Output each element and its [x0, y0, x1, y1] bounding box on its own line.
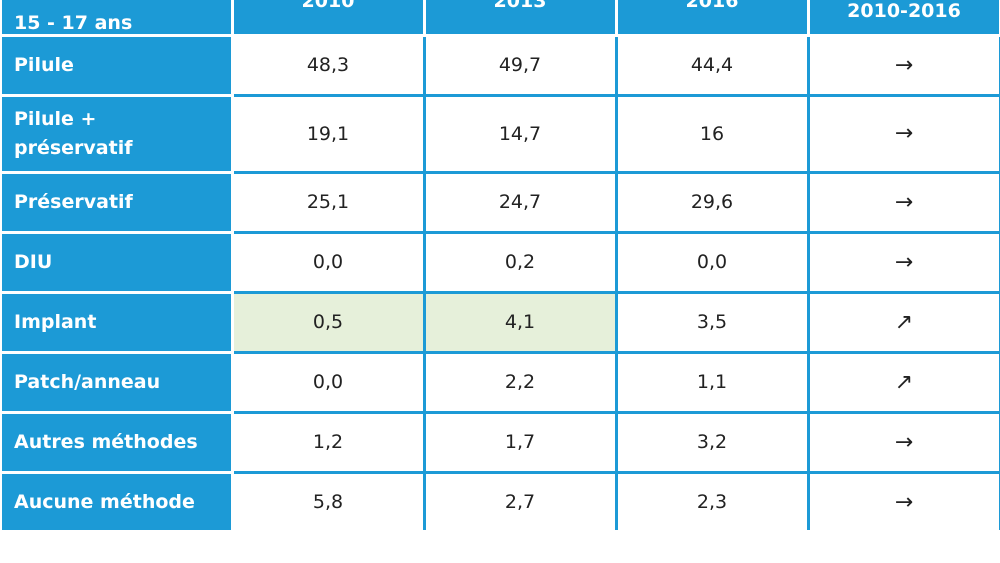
- value-cell: 44,4: [614, 33, 810, 97]
- age-group-header: 15 - 17 ans: [2, 0, 234, 37]
- bottom-band: [0, 530, 1000, 563]
- value-cell: 4,1: [422, 290, 618, 354]
- value-cell: 1,7: [422, 410, 618, 474]
- value-cell: 2,2: [422, 350, 618, 414]
- table-row: Préservatif 25,1 24,7 29,6 →: [2, 170, 1000, 234]
- trend-arrow-icon: →: [806, 170, 1000, 234]
- value-cell: 48,3: [230, 33, 426, 97]
- table-row: Patch/anneau 0,0 2,2 1,1 ↗: [2, 350, 1000, 414]
- header-row: 15 - 17 ans 2010 2013 2016 2010-2016: [2, 0, 1000, 37]
- value-cell: 5,8: [230, 470, 426, 534]
- value-cell: 29,6: [614, 170, 810, 234]
- value-cell: 49,7: [422, 33, 618, 97]
- row-label: DIU: [2, 230, 234, 294]
- value-cell: 16: [614, 93, 810, 174]
- value-cell: 24,7: [422, 170, 618, 234]
- value-cell: 0,5: [230, 290, 426, 354]
- trend-arrow-icon: →: [806, 470, 1000, 534]
- year-header-2016: 2016: [614, 0, 810, 37]
- row-label: Pilule: [2, 33, 234, 97]
- row-label-line: DIU: [14, 250, 53, 273]
- table-row: DIU 0,0 0,2 0,0 →: [2, 230, 1000, 294]
- row-label: Pilule + préservatif: [2, 93, 234, 174]
- value-cell: 19,1: [230, 93, 426, 174]
- value-cell: 0,0: [230, 230, 426, 294]
- value-cell: 2,3: [614, 470, 810, 534]
- table-row: Pilule 48,3 49,7 44,4 →: [2, 33, 1000, 97]
- trend-header: 2010-2016: [806, 0, 1000, 37]
- trend-arrow-icon: →: [806, 33, 1000, 97]
- trend-arrow-icon: ↗: [806, 290, 1000, 354]
- contraception-table: 15 - 17 ans 2010 2013 2016 2010-2016 Pil…: [2, 0, 1000, 534]
- value-cell: 25,1: [230, 170, 426, 234]
- value-cell: 1,1: [614, 350, 810, 414]
- row-label: Aucune méthode: [2, 470, 234, 534]
- trend-arrow-icon: ↗: [806, 350, 1000, 414]
- row-label-line: Implant: [14, 310, 97, 333]
- row-label-line: Aucune méthode: [14, 490, 195, 513]
- value-cell: 14,7: [422, 93, 618, 174]
- row-label: Préservatif: [2, 170, 234, 234]
- value-cell: 1,2: [230, 410, 426, 474]
- row-label-line: Pilule: [14, 53, 74, 76]
- year-header-2013: 2013: [422, 0, 618, 37]
- value-cell: 2,7: [422, 470, 618, 534]
- row-label: Implant: [2, 290, 234, 354]
- value-cell: 0,2: [422, 230, 618, 294]
- row-label-line: Patch/anneau: [14, 370, 161, 393]
- table-row: Pilule + préservatif 19,1 14,7 16 →: [2, 93, 1000, 174]
- table-row: Autres méthodes 1,2 1,7 3,2 →: [2, 410, 1000, 474]
- row-label: Patch/anneau: [2, 350, 234, 414]
- year-header-2010: 2010: [230, 0, 426, 37]
- row-label-line: Pilule +: [14, 107, 97, 130]
- value-cell: 3,2: [614, 410, 810, 474]
- value-cell: 0,0: [230, 350, 426, 414]
- value-cell: 3,5: [614, 290, 810, 354]
- row-label-line: préservatif: [14, 136, 133, 159]
- trend-arrow-icon: →: [806, 93, 1000, 174]
- value-cell: 0,0: [614, 230, 810, 294]
- trend-arrow-icon: →: [806, 410, 1000, 474]
- trend-arrow-icon: →: [806, 230, 1000, 294]
- row-label-line: Autres méthodes: [14, 430, 198, 453]
- row-label-line: Préservatif: [14, 190, 133, 213]
- table-row: Aucune méthode 5,8 2,7 2,3 →: [2, 470, 1000, 534]
- table-row: Implant 0,5 4,1 3,5 ↗: [2, 290, 1000, 354]
- row-label: Autres méthodes: [2, 410, 234, 474]
